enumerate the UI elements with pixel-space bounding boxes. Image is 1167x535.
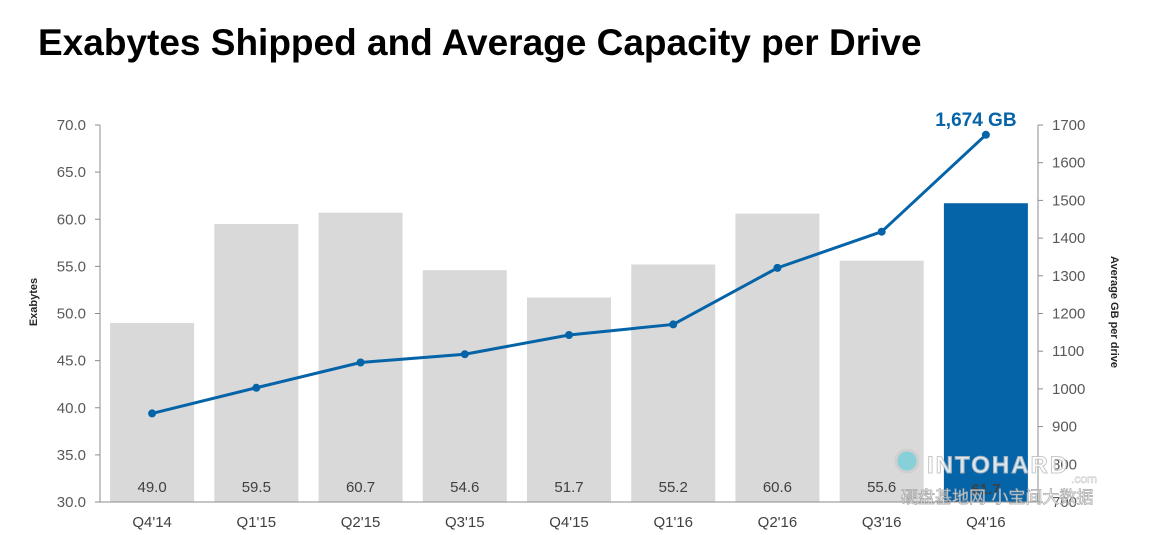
- left-tick-label: 30.0: [57, 494, 86, 511]
- left-tick-label: 55.0: [57, 258, 86, 275]
- right-tick-label: 1700: [1052, 117, 1085, 134]
- x-tick-label: Q3'15: [445, 514, 485, 530]
- left-tick-label: 45.0: [57, 353, 86, 370]
- bar: [422, 270, 507, 502]
- watermark-subtitle: 硬盘基地网 小宝间大数据: [901, 488, 1093, 508]
- page-title: Exabytes Shipped and Average Capacity pe…: [38, 22, 922, 63]
- bar-value-label: 55.2: [659, 479, 688, 496]
- line-point: [460, 350, 469, 359]
- bar-value-label: 54.6: [450, 479, 479, 496]
- y-axis-title: Exabytes: [28, 278, 40, 326]
- line-point: [252, 383, 261, 392]
- bar: [631, 264, 716, 502]
- line-point: [356, 358, 365, 367]
- left-tick-label: 50.0: [57, 306, 86, 323]
- watermark-text: INTOHARD: [927, 452, 1069, 479]
- right-tick-label: 1600: [1052, 155, 1085, 172]
- bar-value-label: 60.7: [346, 479, 375, 496]
- x-tick-label: Q4'15: [549, 514, 589, 530]
- line-point: [565, 330, 573, 339]
- x-tick-label: Q4'14: [132, 514, 172, 530]
- right-tick-label: 900: [1052, 419, 1077, 436]
- bar-series: 49.0 59.5 60.7 54.6 51.7 55.2 60.6 55.6 61.7: [110, 203, 1028, 503]
- bar: [318, 212, 403, 502]
- watermark-suffix: .com: [1071, 472, 1097, 486]
- right-tick-label: 800: [1052, 456, 1077, 473]
- bar-value-label: 49.0: [138, 479, 167, 496]
- line-point: [877, 227, 886, 236]
- left-tick-label: 70.0: [57, 117, 86, 134]
- bar-value-label: 61.7: [971, 481, 1000, 498]
- left-tick-label: 65.0: [57, 164, 86, 181]
- line-series: 1,674 GB: [148, 110, 1017, 418]
- bar: [214, 223, 299, 502]
- x-tick-label: Q4'16: [966, 514, 1006, 530]
- right-tick-label: 1300: [1052, 268, 1085, 285]
- line-callout-label: 1,674 GB: [935, 110, 1016, 131]
- watermark-circle-icon: [894, 448, 920, 474]
- x-tick-label: Q2'16: [758, 514, 798, 530]
- line-point: [148, 409, 157, 418]
- x-tick-label: Q2'15: [341, 514, 381, 530]
- right-tick-label: 1000: [1052, 381, 1085, 398]
- watermark-logo: INTOHARD .com 硬盘基地网 小宝间大数据: [893, 446, 1108, 510]
- bar-value-label: 60.6: [763, 479, 792, 496]
- left-tick-label: 60.0: [57, 211, 86, 228]
- right-tick-label: 1200: [1052, 306, 1085, 323]
- bar-highlight: [943, 203, 1028, 503]
- right-tick-label: 700: [1052, 494, 1077, 511]
- left-tick-label: 40.0: [57, 400, 86, 417]
- bar-value-label: 59.5: [242, 479, 271, 496]
- x-tick-label: Q3'16: [862, 514, 902, 530]
- bar: [735, 213, 820, 502]
- x-tick-label: Q1'15: [237, 514, 277, 530]
- bar-value-label: 55.6: [867, 479, 896, 496]
- line-point: [981, 130, 990, 139]
- bar-value-label: 51.7: [554, 479, 583, 496]
- x-tick-label: Q1'16: [653, 514, 693, 530]
- right-tick-label: 1100: [1052, 343, 1084, 360]
- line-point: [669, 320, 678, 329]
- line-point: [773, 263, 782, 272]
- left-axis: 70.0 65.0 60.0 55.0 50.0 45.0 40.0 35.0 30.0: [57, 117, 101, 511]
- left-tick-label: 35.0: [57, 447, 86, 464]
- bar: [527, 297, 611, 502]
- right-axis: 1700 1600 1500 1400 1300 1200 1100 1000 900 800 70…: [1037, 117, 1085, 511]
- x-axis: Q4'14 Q1'15 Q2'15 Q3'15 Q4'15 Q1'16 Q2'16 Q3'16…: [100, 501, 1038, 531]
- right-tick-label: 1400: [1052, 230, 1085, 247]
- right-tick-label: 1500: [1052, 192, 1085, 209]
- y2-axis-title: Average GB per drive: [1108, 256, 1120, 368]
